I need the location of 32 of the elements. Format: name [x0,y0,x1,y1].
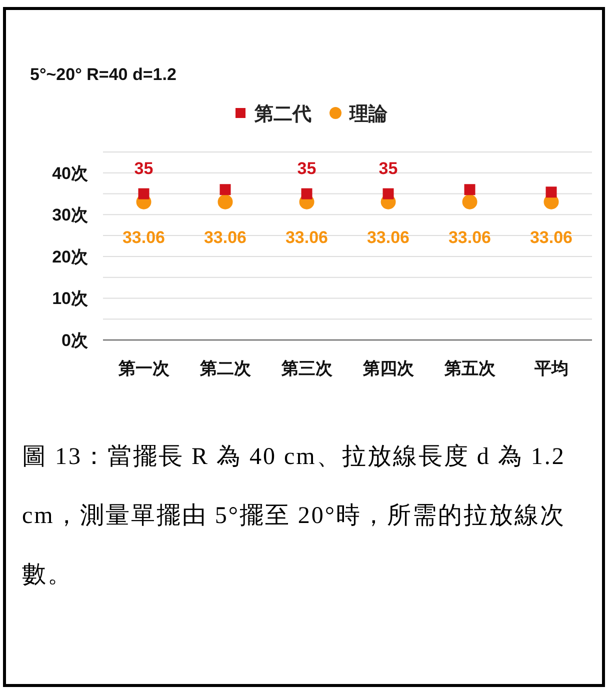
x-tick-label: 第三次 [280,359,334,378]
data-label: 33.06 [530,228,573,247]
data-label: 33.06 [285,228,328,247]
point [546,186,557,198]
legend-label: 理論 [348,103,388,125]
y-tick-label: 40次 [52,164,89,183]
x-tick-label: 平均 [533,359,568,378]
data-label: 33.06 [366,228,410,247]
data-label: 33.06 [448,228,492,247]
y-tick-label: 30次 [52,206,89,225]
x-tick-label: 第二次 [198,359,252,378]
point [218,194,233,210]
point [464,184,476,196]
y-tick-label: 10次 [52,289,89,308]
x-tick-label: 第四次 [362,359,415,378]
point [301,188,312,200]
x-tick-label: 第一次 [117,359,170,378]
chart-title: 5°~20° R=40 d=1.2 [30,65,176,84]
y-tick-label: 20次 [52,247,89,266]
point [220,184,231,196]
point [138,188,150,200]
data-label: 35 [134,158,154,178]
point [462,194,478,210]
x-tick-label: 第五次 [443,359,496,378]
text: 圖 13：當擺長 R 為 40 cm、拉放線長度 d 為 1.2 cm，測量單擺由 5°擺至 20°時，所需的拉放線次數。 [22,444,566,588]
data-label: 35 [297,158,316,178]
legend-label: 第二代 [254,104,312,125]
data-label: 33.06 [204,228,247,247]
point [382,188,394,200]
data-label: 35 [378,158,398,178]
data-label: 33.06 [122,228,166,247]
y-tick-label: 0次 [62,331,89,350]
